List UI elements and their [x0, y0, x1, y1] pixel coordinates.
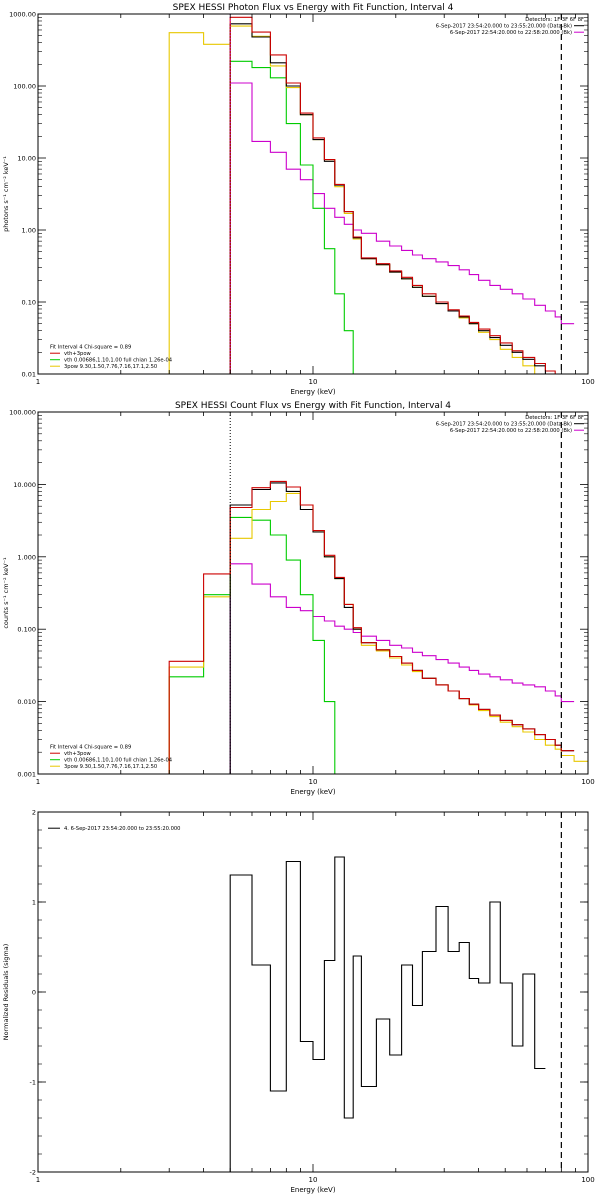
x-axis-label: Energy (keV) — [290, 1186, 335, 1194]
series-background-line — [229, 82, 575, 374]
legend-entry: vth 0.00686,1.10,1.00 full chian 1.26e-0… — [64, 358, 173, 364]
y-tick-label: -2 — [30, 1169, 36, 1177]
chart-panel-3: Energy (keV) Normalized Residuals (sigma)… — [2, 809, 595, 1195]
x-tick-label: 100 — [581, 778, 594, 786]
series-powerlaw-line — [168, 492, 588, 774]
chart-panel-2: SPEX HESSI Count Flux vs Energy with Fit… — [2, 401, 595, 796]
y-tick-label: 0.001 — [17, 771, 36, 779]
legend-entry: vth+3pow — [64, 751, 92, 757]
y-tick-label: 0.10 — [22, 299, 36, 307]
legend-entry: Detectors: 1F 3F 6F 8F — [525, 415, 584, 421]
y-tick-label: 1 — [32, 899, 36, 907]
legend-entry: 6-Sep-2017 23:54:20.000 to 23:55:20.000 … — [436, 24, 572, 30]
x-tick-label: 10 — [309, 778, 318, 786]
x-tick-label: 1 — [36, 778, 40, 786]
legend-entry: 3pow 9.30,1.50,7.76,7.16,17.1,2.50 — [64, 764, 157, 770]
series-thermal-line — [229, 60, 362, 375]
series-powerlaw-line — [168, 25, 588, 375]
x-tick-label: 100 — [581, 378, 594, 386]
series-total-line — [229, 16, 575, 375]
plot-frame — [37, 811, 589, 1173]
legend-entry: Detectors: 1F 3F 6F 8F — [525, 17, 584, 23]
y-tick-label: 2 — [32, 809, 36, 817]
y-tick-label: 0.010 — [17, 698, 36, 706]
x-tick-label: 1 — [36, 378, 40, 386]
plot-frame — [37, 411, 589, 775]
legend-entry: Fit Interval 4 Chi-square = 0.89 — [50, 745, 131, 751]
y-tick-label: 0 — [32, 989, 36, 997]
legend-entry: Fit Interval 4 Chi-square = 0.89 — [50, 345, 131, 351]
legend-entry: 4. 6-Sep-2017 23:54:20.000 to 23:55:20.0… — [64, 826, 180, 832]
x-tick-label: 100 — [581, 1176, 594, 1184]
y-tick-label: 10.00 — [17, 155, 36, 163]
series-total-line — [168, 480, 575, 774]
series-data-line — [229, 23, 575, 375]
chart-title: SPEX HESSI Count Flux vs Energy with Fit… — [175, 401, 451, 411]
y-tick-label: 10.000 — [13, 481, 36, 489]
series-background-line — [229, 563, 575, 774]
x-tick-label: 1 — [36, 1176, 40, 1184]
series-thermal-line — [168, 516, 345, 775]
x-tick-label: 10 — [309, 378, 318, 386]
series-residuals-line — [229, 856, 546, 1172]
chart-panel-1: SPEX HESSI Photon Flux vs Energy with Fi… — [2, 3, 595, 396]
y-axis-label: counts s⁻¹ cm⁻² keV⁻¹ — [2, 557, 10, 629]
y-axis-label: photons s⁻¹ cm⁻² keV⁻¹ — [2, 156, 10, 232]
y-tick-label: 100.000 — [9, 409, 36, 417]
x-axis-label: Energy (keV) — [290, 788, 335, 796]
y-tick-label: 1.00 — [22, 227, 36, 235]
chart-title: SPEX HESSI Photon Flux vs Energy with Fi… — [173, 3, 454, 13]
legend-entry: 6-Sep-2017 22:54:20.000 to 22:58:20.000 … — [450, 428, 572, 434]
y-tick-label: 0.100 — [17, 626, 36, 634]
legend-entry: 6-Sep-2017 22:54:20.000 to 22:58:20.000 … — [450, 30, 572, 36]
legend-entry: vth 0.00686,1.10,1.00 full chian 1.26e-0… — [64, 758, 173, 764]
y-tick-label: 0.01 — [22, 371, 36, 379]
x-tick-label: 10 — [309, 1176, 318, 1184]
y-tick-label: 1000.00 — [9, 11, 36, 19]
legend-entry: 6-Sep-2017 23:54:20.000 to 23:55:20.000 … — [436, 422, 572, 428]
x-axis-label: Energy (keV) — [290, 388, 335, 396]
legend-entry: 3pow 9.30,1.50,7.76,7.16,17.1,2.50 — [64, 364, 157, 370]
y-axis-label: Normalized Residuals (sigma) — [2, 944, 10, 1041]
legend-entry: vth+3pow — [64, 351, 92, 357]
y-tick-label: -1 — [30, 1079, 36, 1087]
y-tick-label: 1.000 — [17, 553, 36, 561]
y-tick-label: 100.00 — [13, 83, 36, 91]
